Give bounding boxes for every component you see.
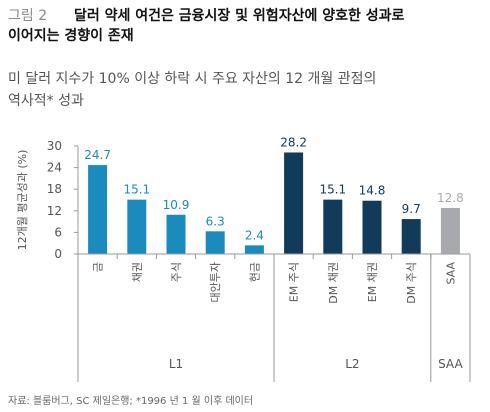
- value-label-5: 2.4: [245, 228, 264, 242]
- value-label-4: 6.3: [206, 214, 225, 228]
- figure-title-line1: 그림 2 달러 약세 여건은 금융시장 및 위험자산에 양호한 성과로: [8, 6, 486, 26]
- bar-9: [401, 219, 421, 254]
- subtitle-line1: 미 달러 지수가 10% 이상 하락 시 주요 자산의 12 개월 관점의: [8, 71, 377, 87]
- y-tick-label-4: 24: [47, 161, 62, 175]
- bar-5: [244, 245, 264, 254]
- figure-header: 그림 2 달러 약세 여건은 금융시장 및 위험자산에 양호한 성과로 이어지는 …: [8, 6, 486, 46]
- category-label-8: EM 채권: [366, 262, 379, 302]
- group-label-l1: L1: [169, 357, 183, 371]
- category-label-10: SAA: [444, 262, 457, 285]
- y-tick-label-2: 12: [47, 204, 62, 218]
- bar-7: [323, 199, 343, 254]
- value-label-8: 14.8: [359, 184, 386, 198]
- category-label-5: 현금: [248, 262, 261, 282]
- category-label-6: EM 주식: [288, 262, 301, 302]
- category-label-1: 금: [92, 262, 105, 272]
- y-axis-title: 12개월 평균성과 (%): [16, 150, 29, 251]
- category-label-4: 대안투자: [209, 262, 222, 302]
- subtitle-line2: 역사적* 성과: [8, 93, 84, 109]
- category-label-3: 주식: [170, 262, 183, 282]
- value-label-10: 12.8: [437, 191, 464, 205]
- bar-4: [205, 231, 225, 254]
- value-label-1: 24.7: [84, 148, 111, 162]
- y-tick-label-1: 6: [54, 225, 62, 239]
- figure-title-line2: 이어지는 경향이 존재: [8, 28, 134, 44]
- bar-6: [284, 152, 304, 254]
- value-label-2: 15.1: [123, 183, 150, 197]
- value-label-3: 10.9: [163, 198, 190, 212]
- category-label-9: DM 주식: [405, 262, 418, 304]
- y-tick-label-3: 18: [47, 182, 62, 196]
- group-label-saa: SAA: [438, 357, 463, 371]
- category-label-7: DM 채권: [327, 262, 340, 304]
- source-note: 자료: 블룸버그, SC 제일은행; *1996 년 1 월 이후 데이터: [8, 396, 254, 407]
- bar-8: [362, 200, 382, 254]
- bar-3: [166, 214, 186, 254]
- figure-title: 달러 약세 여건은 금융시장 및 위험자산에 양호한 성과로: [74, 8, 405, 24]
- group-label-l2: L2: [345, 357, 359, 371]
- bar-2: [127, 199, 147, 254]
- chart-subtitle: 미 달러 지수가 10% 이상 하락 시 주요 자산의 12 개월 관점의 역사…: [8, 68, 478, 112]
- y-tick-label-0: 0: [54, 247, 62, 261]
- value-label-6: 28.2: [280, 135, 307, 149]
- y-tick-label-5: 30: [47, 139, 62, 153]
- bar-10: [440, 207, 460, 254]
- figure-number: 그림 2: [8, 8, 48, 24]
- category-label-2: 채권: [131, 262, 144, 282]
- bar-1: [88, 165, 108, 254]
- value-label-7: 15.1: [319, 183, 346, 197]
- value-label-9: 9.7: [402, 202, 421, 216]
